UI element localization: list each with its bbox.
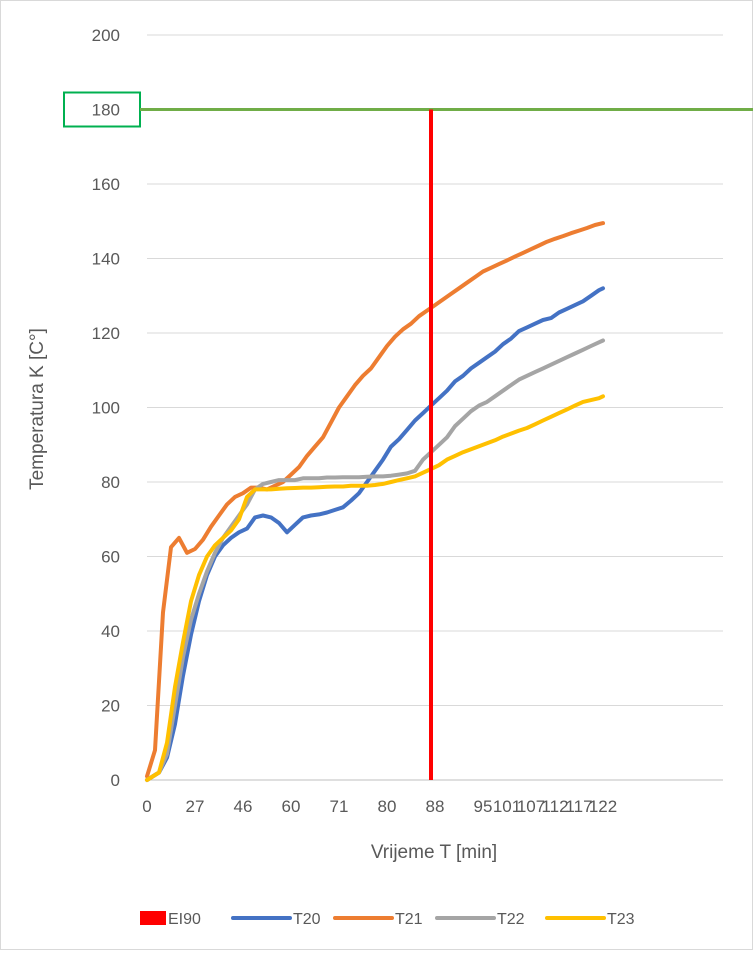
- series-line-t20: [145, 286, 605, 782]
- y-tick-label: 20: [101, 697, 120, 716]
- y-tick-label: 160: [92, 175, 120, 194]
- series-group: [145, 221, 605, 782]
- series-line-t21: [145, 221, 605, 779]
- x-tick-label: 80: [378, 797, 397, 816]
- y-tick-label: 180: [92, 101, 120, 120]
- x-tick-label: 27: [186, 797, 205, 816]
- y-tick-label: 200: [92, 26, 120, 45]
- y-tick-label: 0: [111, 771, 120, 790]
- overlays: [63, 91, 753, 780]
- x-tick-label: 95: [474, 797, 493, 816]
- y-axis: 0 20 40 60 80 100 120 140 160 180 200: [92, 26, 120, 790]
- y-tick-label: 40: [101, 622, 120, 641]
- x-tick-label: 88: [426, 797, 445, 816]
- x-tick-label: 71: [330, 797, 349, 816]
- x-tick-label: 60: [282, 797, 301, 816]
- y-tick-label: 80: [101, 473, 120, 492]
- series-line-t23: [145, 394, 605, 782]
- y-tick-label: 100: [92, 399, 120, 418]
- legend-label-t20: T20: [293, 911, 321, 928]
- legend-label-ei90: EI90: [168, 911, 201, 928]
- x-tick-label: 46: [234, 797, 253, 816]
- x-tick-label: 122: [589, 797, 617, 816]
- legend-label-t22: T22: [497, 911, 525, 928]
- legend-swatch-ei90: [140, 911, 166, 925]
- y-tick-label: 60: [101, 548, 120, 567]
- y-tick-label: 120: [92, 324, 120, 343]
- x-axis-title: Vrijeme T [min]: [371, 842, 497, 863]
- x-tick-label: 107: [517, 797, 545, 816]
- legend-label-t21: T21: [395, 911, 423, 928]
- legend: EI90 T20 T21 T22 T23: [140, 911, 635, 928]
- y-axis-title: Temperatura K [C°]: [27, 328, 48, 490]
- x-tick-label: 117: [565, 797, 592, 816]
- x-tick-label: 0: [142, 797, 151, 816]
- x-tick-label: 112: [541, 797, 568, 816]
- y-tick-label: 140: [92, 250, 120, 269]
- legend-label-t23: T23: [607, 911, 635, 928]
- x-tick-label: 101: [493, 797, 521, 816]
